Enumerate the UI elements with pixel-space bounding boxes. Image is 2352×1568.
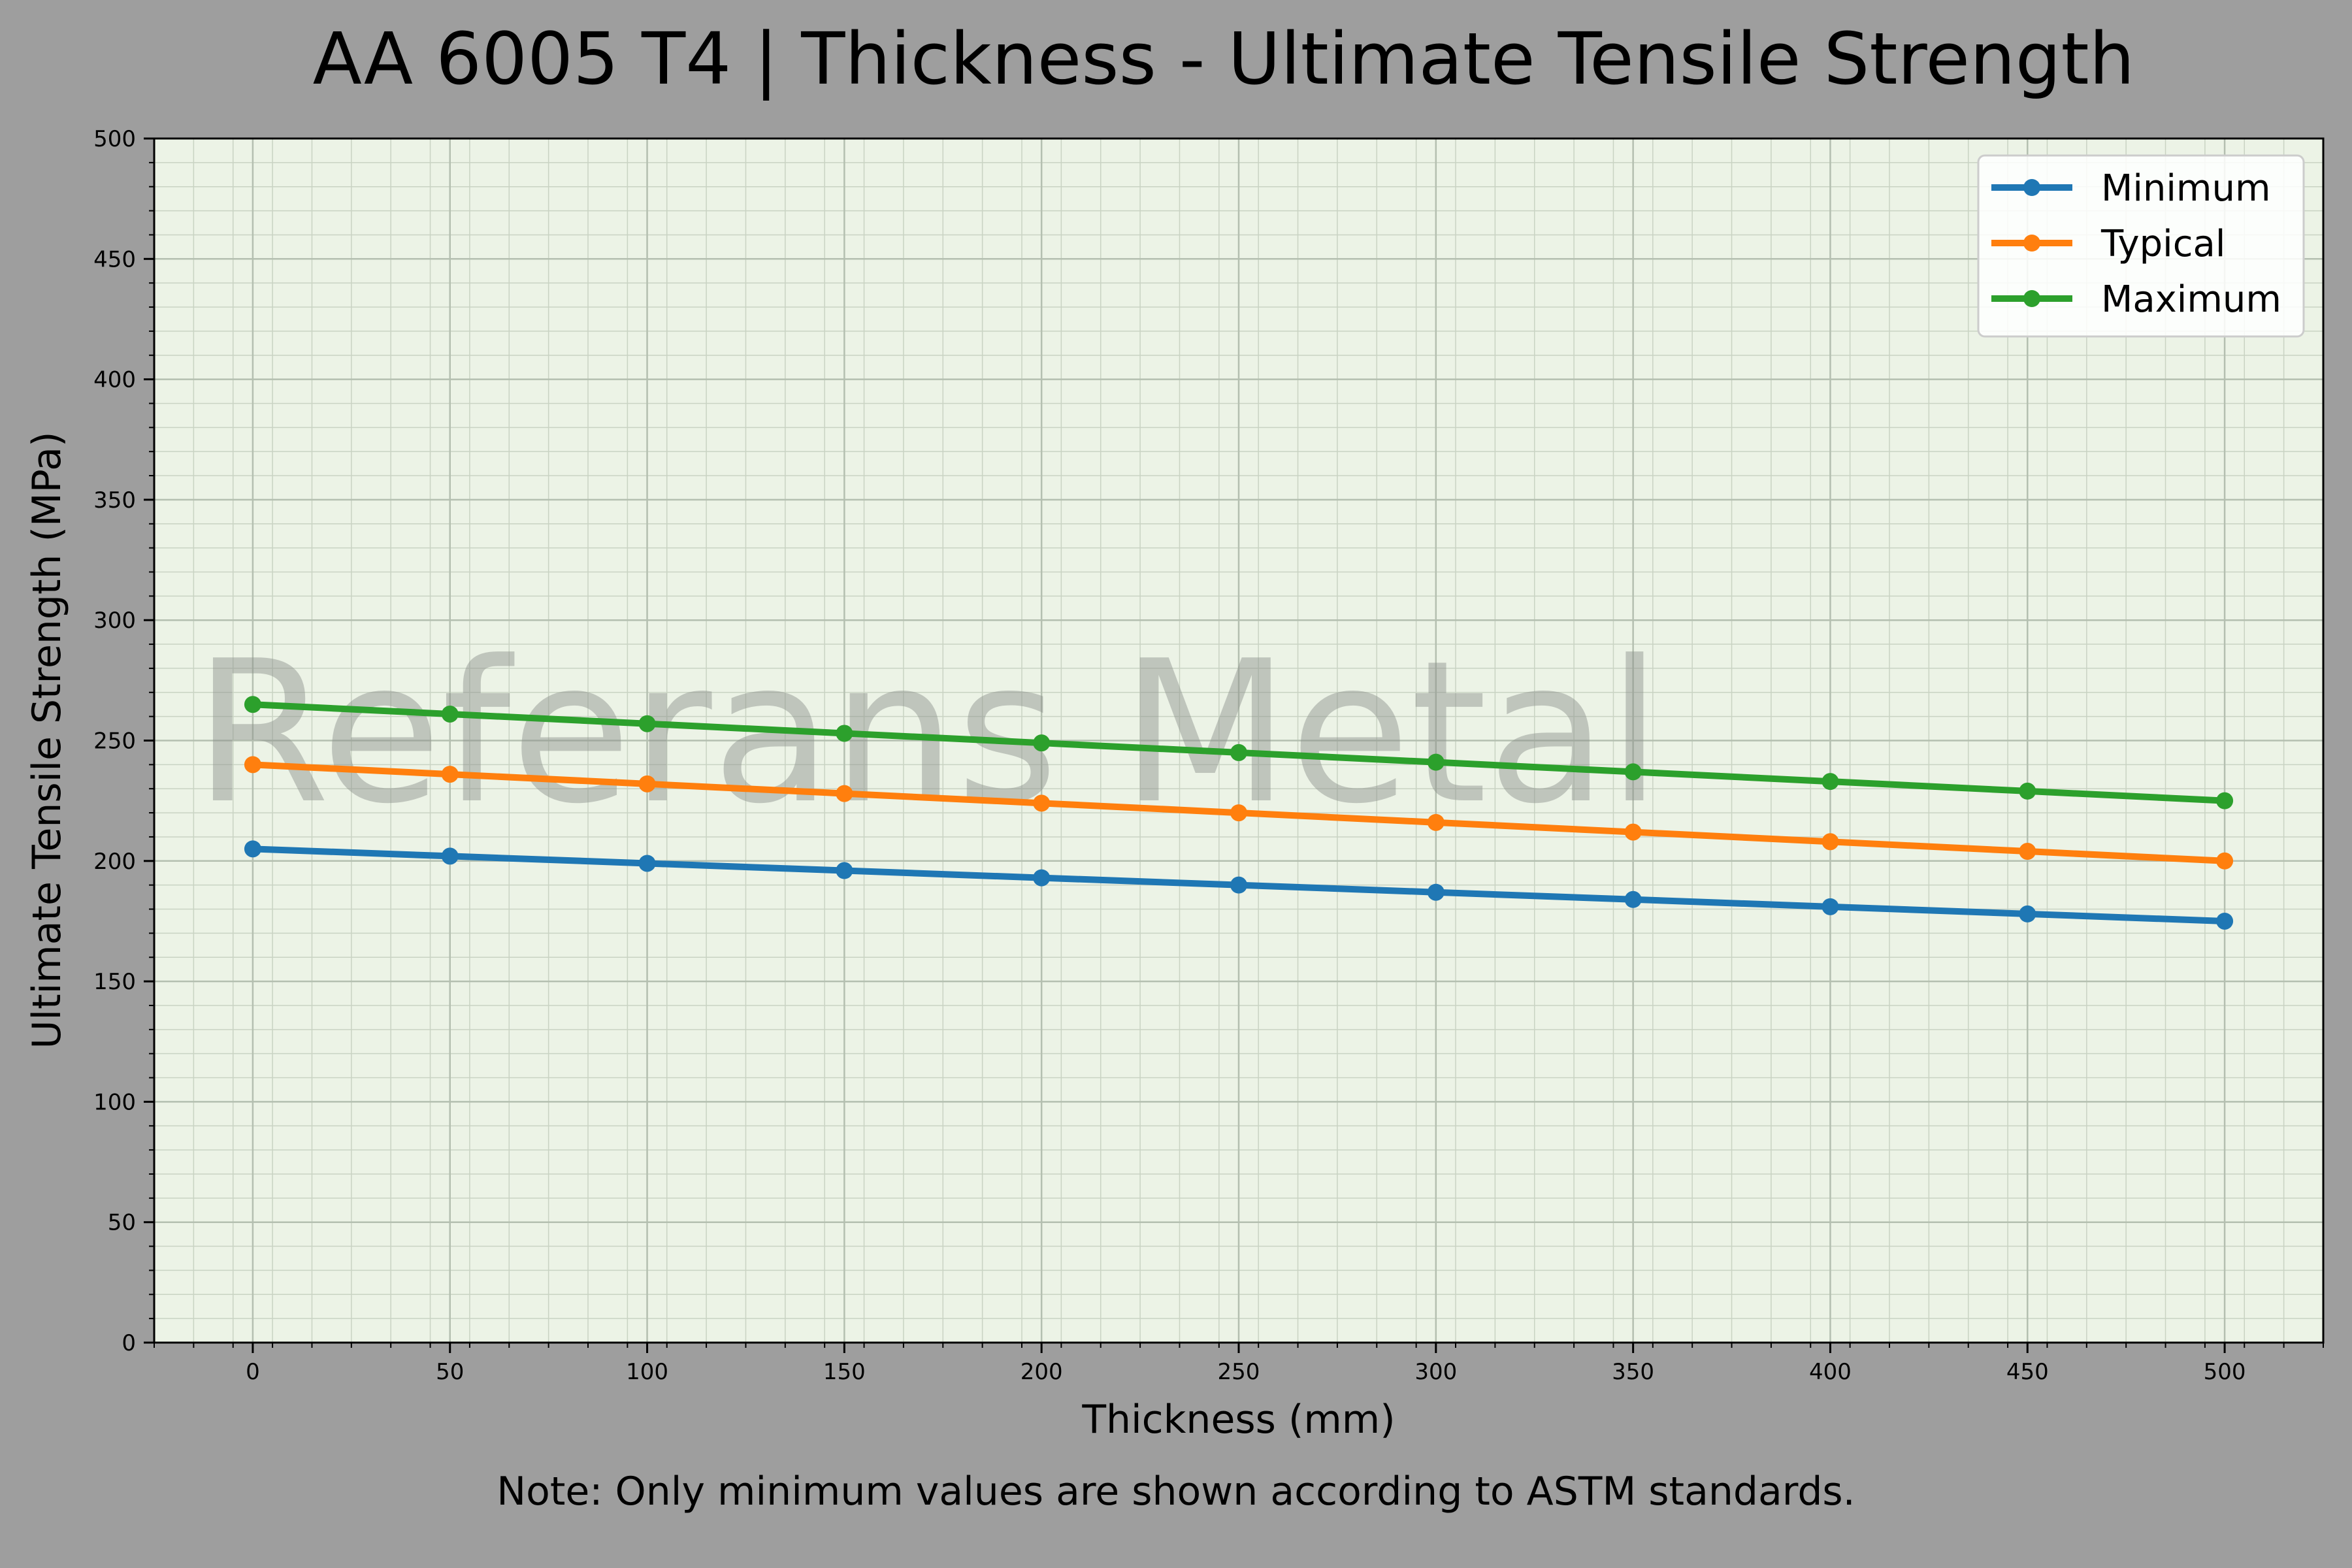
x-tick-label: 200 — [1021, 1359, 1063, 1385]
y-tick-label: 50 — [108, 1210, 136, 1236]
series-minimum — [244, 840, 2234, 930]
legend-marker-maximum — [2023, 290, 2040, 307]
y-tick-label: 200 — [93, 849, 136, 875]
y-tick-label: 150 — [93, 969, 136, 995]
data-point-typical — [441, 766, 459, 783]
y-tick-label: 0 — [122, 1330, 136, 1356]
y-tick-label: 400 — [93, 367, 136, 393]
x-tick-label: 250 — [1218, 1359, 1260, 1385]
data-point-minimum — [244, 840, 261, 858]
data-point-maximum — [638, 715, 656, 732]
data-point-maximum — [441, 705, 459, 723]
y-axis-label: Ultimate Tensile Strength (MPa) — [24, 432, 70, 1049]
data-point-typical — [2216, 852, 2234, 870]
footnote: Note: Only minimum values are shown acco… — [497, 1469, 1855, 1514]
y-tick-label: 300 — [93, 608, 136, 634]
data-point-typical — [1033, 794, 1051, 812]
data-point-maximum — [244, 696, 261, 713]
data-point-minimum — [1624, 890, 1642, 908]
chart-title: AA 6005 T4 | Thickness - Ultimate Tensil… — [313, 17, 2135, 101]
data-point-minimum — [1230, 876, 1247, 894]
data-point-typical — [1821, 833, 1839, 851]
y-tick-label: 450 — [93, 246, 136, 272]
data-point-typical — [1624, 823, 1642, 841]
x-tick-label: 500 — [2204, 1359, 2246, 1385]
x-tick-label: 50 — [436, 1359, 464, 1385]
legend-label-minimum: Minimum — [2101, 167, 2271, 210]
x-tick-label: 0 — [246, 1359, 260, 1385]
legend: Minimum Typical Maximum — [1977, 154, 2305, 338]
data-point-maximum — [1624, 763, 1642, 781]
series-typical — [244, 756, 2234, 870]
data-point-typical — [2019, 843, 2036, 860]
axis-ticks: 0 50 100 150 200 250 300 350 400 450 500 0 50 100 150 2… — [93, 126, 2324, 1385]
y-tick-label: 500 — [93, 126, 136, 152]
x-tick-label: 450 — [2006, 1359, 2049, 1385]
data-point-typical — [1230, 804, 1247, 822]
data-point-typical — [638, 775, 656, 792]
legend-label-typical: Typical — [2100, 223, 2225, 265]
watermark-text: Referans Metal — [194, 619, 1662, 847]
legend-entry-maximum: Maximum — [1991, 278, 2281, 321]
x-tick-label: 400 — [1809, 1359, 1852, 1385]
legend-label-maximum: Maximum — [2101, 278, 2281, 321]
data-point-maximum — [2019, 782, 2036, 800]
data-point-maximum — [2216, 792, 2234, 809]
y-tick-label: 350 — [93, 487, 136, 514]
data-point-maximum — [1821, 773, 1839, 791]
data-point-minimum — [441, 847, 459, 865]
x-tick-label: 300 — [1414, 1359, 1457, 1385]
series-layer — [244, 696, 2234, 930]
legend-entry-minimum: Minimum — [1991, 167, 2271, 210]
data-point-maximum — [1427, 753, 1445, 771]
legend-box — [1977, 154, 2305, 338]
data-point-minimum — [2216, 912, 2234, 930]
data-point-minimum — [638, 855, 656, 872]
legend-marker-typical — [2023, 235, 2040, 252]
y-tick-label: 100 — [93, 1089, 136, 1115]
data-point-typical — [244, 756, 261, 774]
x-tick-label: 150 — [823, 1359, 866, 1385]
data-point-typical — [836, 785, 853, 802]
x-tick-label: 350 — [1612, 1359, 1654, 1385]
data-point-maximum — [836, 725, 853, 742]
data-point-minimum — [2019, 905, 2036, 923]
data-point-minimum — [1033, 869, 1051, 887]
data-point-maximum — [1230, 743, 1247, 761]
data-point-typical — [1427, 813, 1445, 831]
legend-entry-typical: Typical — [1991, 223, 2225, 265]
data-point-minimum — [1821, 898, 1839, 915]
series-maximum — [244, 696, 2234, 809]
data-point-minimum — [836, 862, 853, 879]
data-point-maximum — [1033, 734, 1051, 752]
x-axis-label: Thickness (mm) — [1081, 1397, 1395, 1443]
legend-marker-minimum — [2023, 179, 2040, 196]
data-point-minimum — [1427, 883, 1445, 901]
y-tick-label: 250 — [93, 728, 136, 755]
x-tick-label: 100 — [626, 1359, 668, 1385]
